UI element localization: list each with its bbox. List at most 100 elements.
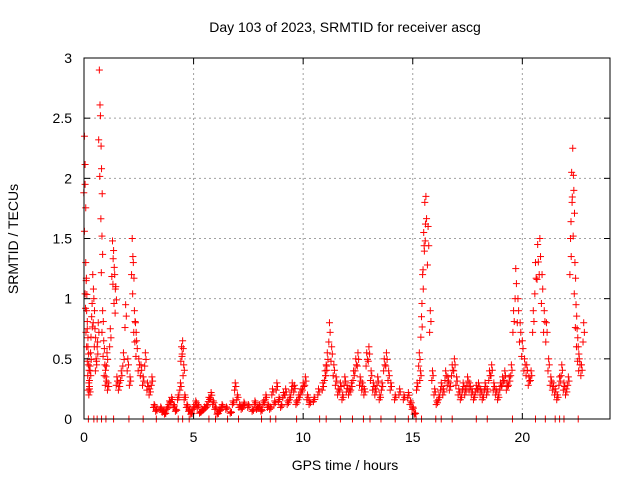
data-point [417, 372, 425, 380]
data-point [141, 362, 149, 370]
data-point [210, 399, 218, 407]
data-point [129, 290, 137, 298]
y-tick-label: 0.5 [53, 351, 73, 367]
data-point [566, 271, 574, 279]
data-point [180, 366, 188, 374]
data-point [99, 318, 107, 326]
data-point [485, 376, 493, 384]
data-point [202, 403, 210, 411]
data-point [365, 343, 373, 351]
data-point [323, 362, 331, 370]
data-point [542, 338, 550, 346]
data-point [551, 385, 559, 393]
x-tick-label: 15 [405, 429, 421, 445]
data-point [335, 388, 343, 396]
data-point [274, 398, 282, 406]
data-point [190, 404, 198, 412]
data-point [249, 406, 257, 414]
data-point [570, 290, 578, 298]
y-tick-label: 1 [64, 291, 72, 307]
data-point [260, 399, 268, 407]
data-point [567, 253, 575, 261]
data-point [488, 361, 496, 369]
data-point [303, 396, 311, 404]
data-point [129, 259, 137, 267]
data-point [570, 186, 578, 194]
data-point [464, 377, 472, 385]
data-point [87, 372, 95, 380]
data-point [564, 381, 572, 389]
data-point [282, 388, 290, 396]
data-point [108, 237, 116, 245]
data-point [411, 409, 419, 417]
data-point [296, 391, 304, 399]
data-point [444, 373, 452, 381]
data-point [106, 325, 114, 333]
data-point [180, 361, 188, 369]
data-point [89, 271, 97, 279]
data-point [341, 373, 349, 381]
data-point [446, 379, 454, 387]
data-point [227, 409, 235, 417]
data-point [348, 383, 356, 391]
data-point [425, 242, 433, 250]
data-point [124, 361, 132, 369]
data-point [139, 381, 147, 389]
data-point [97, 215, 105, 223]
data-point [120, 355, 128, 363]
data-point [119, 349, 127, 357]
data-point [146, 385, 154, 393]
data-point [302, 377, 310, 385]
data-point [291, 385, 299, 393]
data-point [477, 385, 485, 393]
data-point [322, 372, 330, 380]
data-point [526, 377, 534, 385]
data-point [569, 171, 577, 179]
data-point [161, 409, 169, 417]
data-point [203, 401, 211, 409]
data-point [450, 367, 458, 375]
data-point [218, 401, 226, 409]
data-point [353, 362, 361, 370]
data-point [91, 367, 99, 375]
data-point [99, 307, 107, 315]
data-point [178, 343, 186, 351]
data-point [565, 377, 573, 385]
data-point [426, 307, 434, 315]
data-point [396, 388, 404, 396]
data-point [451, 361, 459, 369]
data-point [153, 406, 161, 414]
data-point [433, 397, 441, 405]
data-point [136, 372, 144, 380]
data-point [270, 401, 278, 409]
data-point [531, 290, 539, 298]
data-point [87, 349, 95, 357]
data-point [283, 401, 291, 409]
data-point [96, 172, 104, 180]
data-point [95, 136, 103, 144]
data-point [575, 367, 583, 375]
data-point [358, 386, 366, 394]
grid-lines [84, 58, 610, 419]
data-point [99, 352, 107, 360]
data-point [378, 379, 386, 387]
data-point [449, 366, 457, 374]
data-point [333, 377, 341, 385]
data-point [485, 367, 493, 375]
data-point [382, 362, 390, 370]
data-point [499, 377, 507, 385]
data-point [580, 319, 588, 327]
y-tick-label: 0 [64, 411, 72, 427]
data-point [524, 381, 532, 389]
data-point [571, 324, 579, 332]
data-point [331, 381, 339, 389]
data-point [150, 401, 158, 409]
data-point [300, 383, 308, 391]
data-point [165, 397, 173, 405]
data-point [271, 397, 279, 405]
data-point [560, 379, 568, 387]
data-point [130, 307, 138, 315]
data-point [352, 355, 360, 363]
data-point [131, 338, 139, 346]
